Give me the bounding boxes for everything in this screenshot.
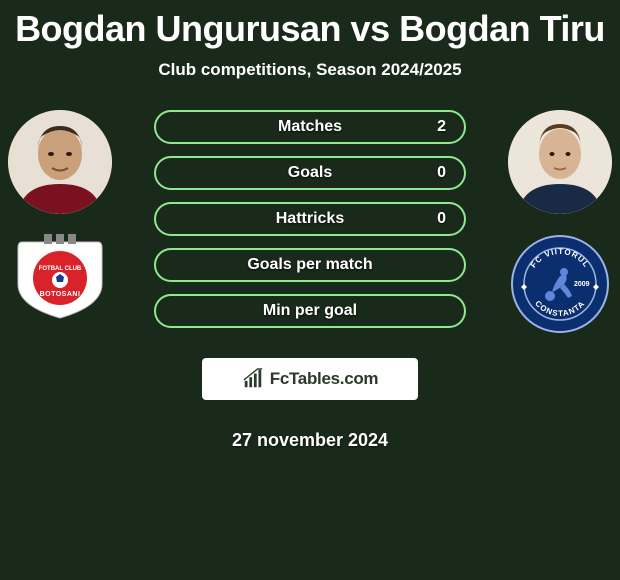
- stat-row-hattricks: Hattricks 0: [154, 202, 466, 236]
- stat-label: Goals per match: [247, 256, 372, 274]
- left-player-avatar: [8, 110, 112, 214]
- stat-row-goals: Goals 0: [154, 156, 466, 190]
- svg-text:BOTOSANI: BOTOSANI: [40, 291, 81, 298]
- stat-row-matches: Matches 2: [154, 110, 466, 144]
- svg-text:2009: 2009: [574, 281, 590, 288]
- stat-label: Matches: [278, 118, 342, 136]
- stat-value-right: 0: [437, 210, 446, 228]
- brand-label: FcTables.com: [270, 369, 379, 389]
- circle-badge-icon: FC VIITORUL CONSTANTA 2009: [510, 234, 610, 334]
- stat-row-min-per-goal: Min per goal: [154, 294, 466, 328]
- date-label: 27 november 2024: [154, 430, 466, 451]
- comparison-card: Bogdan Ungurusan vs Bogdan Tiru Club com…: [0, 0, 620, 451]
- stat-label: Hattricks: [276, 210, 344, 228]
- stat-row-goals-per-match: Goals per match: [154, 248, 466, 282]
- chart-icon: [242, 368, 264, 390]
- subtitle: Club competitions, Season 2024/2025: [0, 60, 620, 80]
- person-icon: [8, 110, 112, 214]
- stat-value-right: 2: [437, 118, 446, 136]
- brand-badge: FcTables.com: [202, 358, 418, 400]
- left-player-column: FOTBAL CLUB BOTOSANI: [8, 110, 112, 320]
- person-icon: [508, 110, 612, 214]
- right-club-badge: FC VIITORUL CONSTANTA 2009: [510, 234, 610, 334]
- svg-text:FOTBAL CLUB: FOTBAL CLUB: [39, 266, 82, 272]
- stat-value-right: 0: [437, 164, 446, 182]
- right-player-column: FC VIITORUL CONSTANTA 2009: [508, 110, 612, 334]
- stat-label: Min per goal: [263, 302, 357, 320]
- page-title: Bogdan Ungurusan vs Bogdan Tiru: [0, 8, 620, 50]
- left-club-badge: FOTBAL CLUB BOTOSANI: [10, 234, 110, 320]
- shield-icon: FOTBAL CLUB BOTOSANI: [10, 234, 110, 320]
- right-player-avatar: [508, 110, 612, 214]
- stat-label: Goals: [288, 164, 332, 182]
- content-row: FOTBAL CLUB BOTOSANI Matches 2 Goals 0 H…: [0, 110, 620, 451]
- stats-column: Matches 2 Goals 0 Hattricks 0 Goals per …: [130, 110, 490, 451]
